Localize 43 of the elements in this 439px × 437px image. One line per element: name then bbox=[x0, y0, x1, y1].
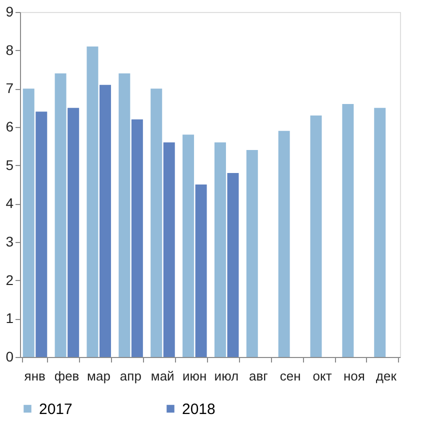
bar bbox=[342, 104, 354, 357]
bar bbox=[22, 88, 34, 357]
x-tick-label: сен bbox=[280, 368, 301, 384]
bar bbox=[68, 108, 80, 357]
y-tick-label: 9 bbox=[6, 4, 14, 20]
bar bbox=[310, 116, 322, 357]
y-tick-label: 2 bbox=[6, 272, 14, 288]
x-tick-label: июн bbox=[182, 368, 207, 384]
legend-label: 2017 bbox=[39, 400, 72, 418]
bar bbox=[214, 142, 226, 357]
x-tick-label: апр bbox=[120, 368, 142, 384]
x-tick-label: авг bbox=[248, 368, 268, 384]
bar bbox=[131, 119, 143, 357]
bar bbox=[86, 46, 98, 357]
legend-label: 2018 bbox=[182, 400, 216, 418]
x-tick-label: янв bbox=[24, 368, 46, 384]
x-tick-label: фев bbox=[54, 368, 80, 384]
y-tick-label: 6 bbox=[6, 118, 14, 134]
x-tick-label: ноя bbox=[343, 368, 365, 384]
y-tick-label: 3 bbox=[6, 234, 14, 250]
bar bbox=[227, 173, 239, 357]
x-tick-label: мар bbox=[87, 368, 110, 384]
bar bbox=[100, 84, 112, 357]
bar bbox=[195, 184, 207, 357]
y-tick-label: 7 bbox=[6, 80, 14, 96]
x-tick-label: май bbox=[150, 368, 174, 384]
y-tick-label: 4 bbox=[6, 195, 14, 212]
bar bbox=[278, 130, 290, 357]
bar bbox=[246, 150, 258, 357]
bar bbox=[150, 88, 162, 357]
y-tick-label: 1 bbox=[6, 310, 14, 326]
y-tick-label: 0 bbox=[6, 348, 14, 364]
bar bbox=[182, 134, 194, 357]
bar bbox=[118, 73, 130, 357]
bar bbox=[163, 142, 175, 357]
bar bbox=[36, 112, 48, 357]
y-tick-label: 5 bbox=[6, 156, 14, 173]
x-tick-label: окт bbox=[312, 368, 332, 384]
y-tick-label: 8 bbox=[6, 42, 14, 58]
x-tick-label: дек bbox=[376, 368, 397, 384]
x-tick-label: июл bbox=[214, 368, 239, 384]
bar bbox=[374, 108, 386, 357]
bar bbox=[54, 73, 66, 357]
